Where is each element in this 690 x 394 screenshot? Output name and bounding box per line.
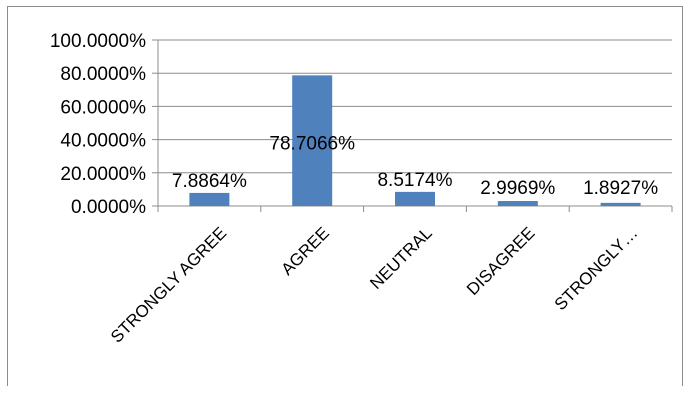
- category-label: AGREE: [277, 223, 333, 279]
- category-label: STRONGLY AGREE: [107, 223, 230, 346]
- bar: [395, 191, 435, 206]
- bar: [600, 202, 641, 206]
- bars: [189, 75, 641, 206]
- category-label: NEUTRAL: [366, 223, 436, 293]
- bar: [189, 192, 230, 206]
- bar: [292, 75, 333, 206]
- chart-frame: [7, 6, 683, 386]
- data-label: 2.9969%: [480, 178, 555, 199]
- data-label: 7.8864%: [172, 171, 247, 192]
- data-label: 78.7066%: [269, 134, 355, 155]
- category-label: DISAGREE: [463, 223, 539, 299]
- bar: [497, 201, 538, 206]
- data-label: 1.8927%: [583, 178, 658, 199]
- y-tick-label: 0.0000%: [71, 197, 146, 218]
- data-labels: 7.8864% 78.7066% 8.5174% 2.9969% 1.8927%: [172, 134, 658, 199]
- category-label: STRONGLY…: [551, 223, 642, 314]
- y-tick-label: 100.0000%: [50, 31, 146, 52]
- y-tick-labels: 0.0000% 20.0000% 40.0000% 60.0000% 80.0000% 1…: [50, 31, 146, 218]
- y-tick-label: 80.0000%: [60, 64, 146, 85]
- y-tick-label: 20.0000%: [60, 164, 146, 185]
- y-tick-label: 60.0000%: [60, 97, 146, 118]
- data-label: 8.5174%: [377, 170, 452, 191]
- category-labels: STRONGLY AGREE AGREE NEUTRAL DISAGREE STRONG…: [107, 223, 641, 346]
- y-tick-label: 40.0000%: [60, 131, 146, 152]
- gridlines: [158, 39, 672, 174]
